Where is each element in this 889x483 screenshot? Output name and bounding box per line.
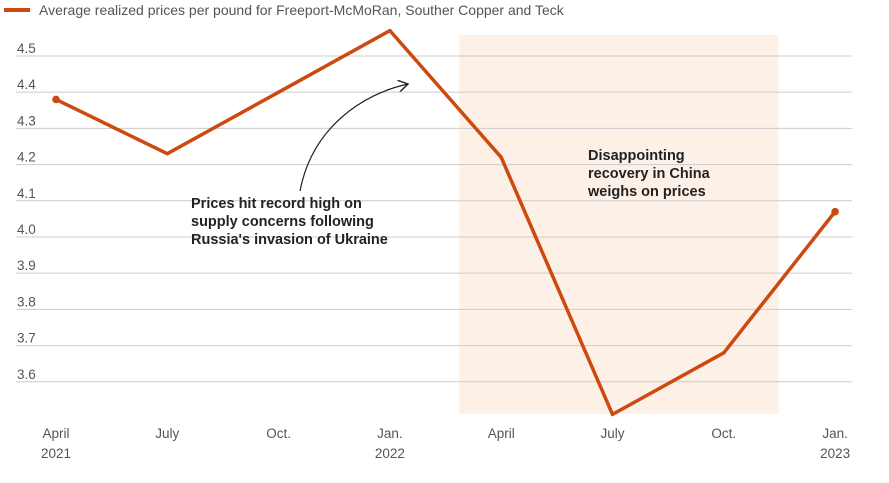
x-tick-label: July [155,426,179,441]
x-tick-year: 2022 [375,446,405,461]
annotation-record-high: supply concerns following [191,214,374,230]
data-point [499,155,503,160]
data-point [722,351,726,355]
x-tick-label: April [488,426,515,441]
data-point [165,152,169,156]
annotation-china: recovery in China [588,166,711,182]
y-tick-label: 4.5 [17,41,36,56]
legend-label: Average realized prices per pound for Fr… [39,2,565,18]
data-point [52,95,60,104]
y-tick-label: 3.6 [17,367,36,382]
x-tick-label: Oct. [711,426,736,441]
x-tick-label: July [600,426,624,441]
x-tick-year: 2021 [41,446,71,461]
data-point [610,412,615,417]
x-tick-label: Oct. [266,426,291,441]
annotation-arrow [299,84,408,192]
y-tick-label: 4.4 [17,77,36,92]
x-tick-label: Jan. [377,426,403,441]
y-tick-label: 3.7 [17,331,36,346]
annotation-china: weighs on prices [587,184,706,200]
data-point [276,90,281,94]
series-line [54,28,837,417]
y-tick-label: 3.8 [17,294,36,309]
data-point [831,207,839,216]
annotation-china: Disappointing [588,148,685,164]
x-tick-year: 2023 [820,446,850,461]
legend-swatch [4,8,30,12]
y-tick-label: 4.1 [17,186,36,201]
y-tick-label: 4.0 [17,222,36,237]
y-tick-label: 4.2 [17,150,36,165]
legend: Average realized prices per pound for Fr… [4,2,565,18]
annotation-record-high: Prices hit record high on [191,196,362,212]
annotation-record-high: Russia's invasion of Ukraine [191,232,388,248]
y-tick-label: 3.9 [17,258,36,273]
y-tick-label: 4.3 [17,113,36,128]
x-tick-label: Jan. [822,426,848,441]
x-tick-label: April [42,426,69,441]
data-point [388,28,392,33]
